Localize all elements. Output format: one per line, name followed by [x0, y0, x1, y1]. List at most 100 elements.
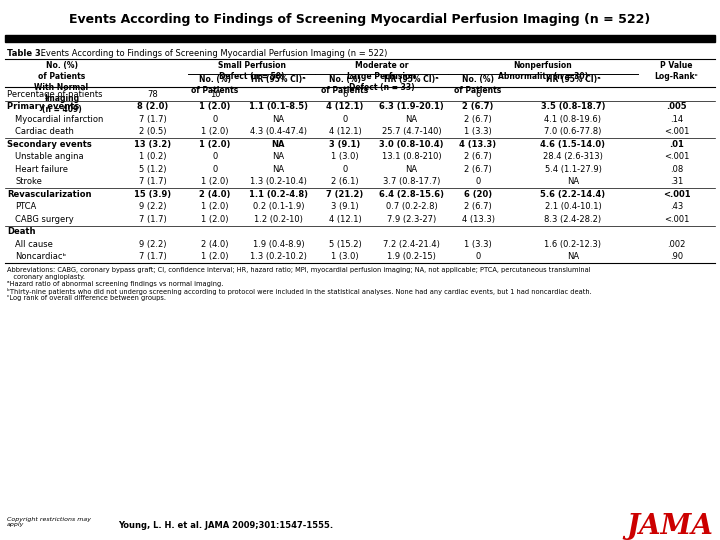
Text: 1.3 (0.2-10.4): 1.3 (0.2-10.4): [250, 177, 307, 186]
Text: .005: .005: [666, 102, 687, 111]
Text: .14: .14: [670, 115, 683, 124]
Text: Unstable angina: Unstable angina: [15, 152, 84, 161]
Text: No. (%)
of Patients: No. (%) of Patients: [321, 75, 369, 95]
Text: 1.2 (0.2-10): 1.2 (0.2-10): [254, 215, 303, 224]
Text: 1.1 (0.2-4.8): 1.1 (0.2-4.8): [249, 190, 308, 199]
Text: All cause: All cause: [15, 240, 53, 249]
Text: ᵇThirty-nine patients who did not undergo screening according to protocol were i: ᵇThirty-nine patients who did not underg…: [7, 288, 592, 295]
Text: 6.3 (1.9-20.1): 6.3 (1.9-20.1): [379, 102, 444, 111]
Text: 1 (0.2): 1 (0.2): [139, 152, 167, 161]
Text: 1 (2.0): 1 (2.0): [199, 140, 230, 149]
Text: No. (%)
of Patients: No. (%) of Patients: [192, 75, 238, 95]
Text: 5 (1.2): 5 (1.2): [139, 165, 167, 174]
Text: Noncardiacᵇ: Noncardiacᵇ: [15, 252, 66, 261]
Text: 5.6 (2.2-14.4): 5.6 (2.2-14.4): [541, 190, 606, 199]
Text: 0: 0: [475, 177, 481, 186]
Text: NA: NA: [567, 177, 579, 186]
Text: 5.4 (1.1-27.9): 5.4 (1.1-27.9): [544, 165, 601, 174]
Text: .002: .002: [667, 240, 685, 249]
Text: Abbreviations: CABG, coronary bypass graft; CI, confidence interval; HR, hazard : Abbreviations: CABG, coronary bypass gra…: [7, 267, 590, 273]
Text: .08: .08: [670, 165, 683, 174]
Text: 1.9 (0.2-15): 1.9 (0.2-15): [387, 252, 436, 261]
Text: 13 (3.2): 13 (3.2): [135, 140, 171, 149]
Text: 25.7 (4.7-140): 25.7 (4.7-140): [382, 127, 441, 136]
Text: 4.3 (0.4-47.4): 4.3 (0.4-47.4): [250, 127, 307, 136]
Text: <.001: <.001: [662, 190, 690, 199]
Text: Small Perfusion
Defect (n = 50): Small Perfusion Defect (n = 50): [217, 61, 286, 81]
Text: Nonperfusion
Abnormality (n = 30): Nonperfusion Abnormality (n = 30): [498, 61, 588, 81]
Text: .43: .43: [670, 202, 683, 211]
Text: 2.1 (0.4-10.1): 2.1 (0.4-10.1): [544, 202, 601, 211]
Text: <.001: <.001: [664, 215, 689, 224]
Text: NA: NA: [272, 115, 284, 124]
Text: 6 (20): 6 (20): [464, 190, 492, 199]
Text: 0.7 (0.2-2.8): 0.7 (0.2-2.8): [386, 202, 437, 211]
Text: 3 (9.1): 3 (9.1): [329, 140, 361, 149]
Text: 9 (2.2): 9 (2.2): [139, 240, 167, 249]
Text: 1.3 (0.2-10.2): 1.3 (0.2-10.2): [250, 252, 307, 261]
Text: No. (%)
of Patients: No. (%) of Patients: [454, 75, 502, 95]
Text: 8 (2.0): 8 (2.0): [138, 102, 168, 111]
Text: 1 (2.0): 1 (2.0): [202, 177, 229, 186]
Text: Events According to Findings of Screening Myocardial Perfusion Imaging (n = 522): Events According to Findings of Screenin…: [69, 14, 651, 26]
Text: 7 (1.7): 7 (1.7): [139, 177, 167, 186]
Text: 0: 0: [212, 152, 217, 161]
Text: HR (95% CI)ᵃ: HR (95% CI)ᵃ: [384, 75, 438, 84]
Text: Percentage of patients: Percentage of patients: [7, 90, 102, 99]
Text: 78: 78: [148, 90, 158, 99]
Text: 4 (13.3): 4 (13.3): [462, 215, 495, 224]
Text: 8.3 (2.4-28.2): 8.3 (2.4-28.2): [544, 215, 602, 224]
Text: 0: 0: [475, 252, 481, 261]
Text: 4.6 (1.5-14.0): 4.6 (1.5-14.0): [541, 140, 606, 149]
Text: P Value
Log-Rankᶜ: P Value Log-Rankᶜ: [654, 61, 698, 81]
Text: 9 (2.2): 9 (2.2): [139, 202, 167, 211]
Text: 1 (3.0): 1 (3.0): [331, 152, 359, 161]
Text: ᵃHazard ratio of abnormal screening findings vs normal imaging.: ᵃHazard ratio of abnormal screening find…: [7, 281, 223, 287]
Text: JAMA: JAMA: [626, 512, 713, 539]
Text: 1.1 (0.1-8.5): 1.1 (0.1-8.5): [249, 102, 308, 111]
Text: Primary events: Primary events: [7, 102, 79, 111]
Text: Heart failure: Heart failure: [15, 165, 68, 174]
Text: Cardiac death: Cardiac death: [15, 127, 74, 136]
Text: Death: Death: [7, 227, 35, 237]
Text: 0: 0: [212, 165, 217, 174]
Text: 4 (12.1): 4 (12.1): [326, 102, 364, 111]
Text: 7.9 (2.3-27): 7.9 (2.3-27): [387, 215, 436, 224]
Text: ᶜLog rank of overall difference between groups.: ᶜLog rank of overall difference between …: [7, 295, 166, 301]
Text: NA: NA: [272, 165, 284, 174]
Text: 7.2 (2.4-21.4): 7.2 (2.4-21.4): [383, 240, 440, 249]
Text: 0: 0: [212, 115, 217, 124]
Text: 1 (2.0): 1 (2.0): [202, 127, 229, 136]
Text: 6.4 (2.8-15.6): 6.4 (2.8-15.6): [379, 190, 444, 199]
Text: 2 (0.5): 2 (0.5): [139, 127, 167, 136]
Text: 2 (6.7): 2 (6.7): [464, 202, 492, 211]
Text: 6: 6: [342, 90, 348, 99]
Text: 3.5 (0.8-18.7): 3.5 (0.8-18.7): [541, 102, 606, 111]
Text: 4 (13.3): 4 (13.3): [459, 140, 497, 149]
Text: Moderate or
Large Perfusion
Defect (n = 33): Moderate or Large Perfusion Defect (n = …: [347, 61, 416, 92]
Text: 7 (1.7): 7 (1.7): [139, 252, 167, 261]
Text: NA: NA: [567, 252, 579, 261]
Text: 1 (3.3): 1 (3.3): [464, 240, 492, 249]
Text: 7 (21.2): 7 (21.2): [326, 190, 364, 199]
Text: NA: NA: [405, 165, 418, 174]
Text: 10: 10: [210, 90, 220, 99]
Text: PTCA: PTCA: [15, 202, 36, 211]
Text: 5 (15.2): 5 (15.2): [328, 240, 361, 249]
Text: .01: .01: [669, 140, 684, 149]
Text: 0.2 (0.1-1.9): 0.2 (0.1-1.9): [253, 202, 305, 211]
Text: 1 (2.0): 1 (2.0): [199, 102, 230, 111]
Text: 3 (9.1): 3 (9.1): [331, 202, 359, 211]
Text: 3.7 (0.8-17.7): 3.7 (0.8-17.7): [383, 177, 440, 186]
Text: Myocardial infarction: Myocardial infarction: [15, 115, 104, 124]
Text: Stroke: Stroke: [15, 177, 42, 186]
Text: 2 (6.7): 2 (6.7): [464, 165, 492, 174]
Text: 1.6 (0.2-12.3): 1.6 (0.2-12.3): [544, 240, 601, 249]
Text: No. (%)
of Patients
With Normal
Imaging
(n = 409): No. (%) of Patients With Normal Imaging …: [35, 61, 89, 114]
Text: 1.9 (0.4-8.9): 1.9 (0.4-8.9): [253, 240, 305, 249]
Text: 2 (6.7): 2 (6.7): [464, 152, 492, 161]
Text: NA: NA: [271, 140, 285, 149]
Text: coronary angioplasty.: coronary angioplasty.: [7, 274, 85, 280]
Text: 7 (1.7): 7 (1.7): [139, 115, 167, 124]
Text: 6: 6: [475, 90, 481, 99]
